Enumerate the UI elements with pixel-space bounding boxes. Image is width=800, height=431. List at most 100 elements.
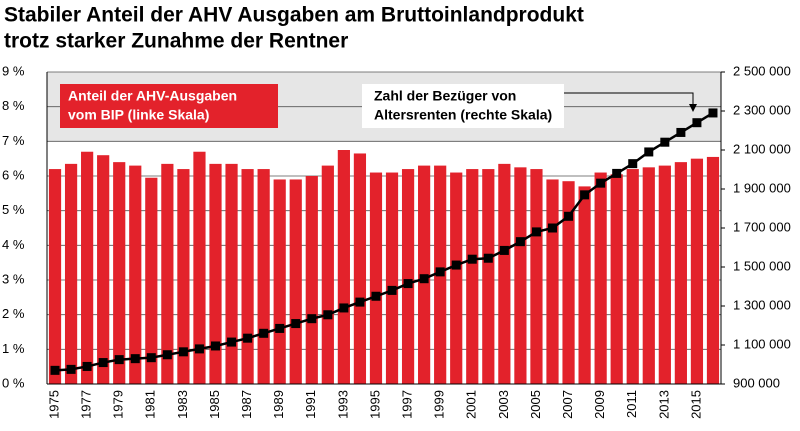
x-tick-label: 1977 (79, 390, 94, 419)
y2-tick-label: 2 300 000 (733, 102, 791, 117)
line-marker (82, 361, 92, 371)
y-tick-label: 6 % (2, 167, 25, 182)
y2-tick-label: 1 900 000 (733, 180, 791, 195)
chart-title: trotz starker Zunahme der Rentner (4, 30, 348, 53)
bar (97, 155, 110, 384)
x-tick-label: 1991 (303, 390, 318, 419)
y-tick-label: 1 % (2, 341, 25, 356)
y2-tick-label: 2 100 000 (733, 141, 791, 156)
bar (48, 169, 62, 384)
bar (305, 176, 318, 384)
line-marker (66, 364, 76, 374)
line-marker (162, 350, 172, 360)
y-tick-label: 3 % (2, 271, 25, 286)
line-marker (355, 297, 365, 307)
bar (385, 172, 399, 384)
line-marker (644, 147, 654, 157)
bar (562, 181, 575, 384)
line-marker (483, 253, 493, 263)
line-marker (515, 237, 525, 247)
y-tick-label: 9 % (2, 63, 25, 78)
bar (161, 163, 174, 384)
y2-tick-label: 1 100 000 (733, 336, 791, 351)
bar (289, 179, 302, 384)
bar (401, 169, 415, 384)
y2-tick-label: 2 500 000 (733, 63, 791, 78)
x-tick-label: 1997 (400, 390, 415, 419)
x-tick-label: 1987 (239, 390, 254, 419)
line-marker (419, 274, 429, 284)
chart-title: Stabiler Anteil der AHV Ausgaben am Brut… (4, 4, 584, 27)
x-tick-label: 2003 (496, 390, 511, 419)
y-tick-label: 4 % (2, 237, 25, 252)
bar (257, 169, 270, 384)
line-marker (580, 190, 590, 200)
bar (337, 150, 350, 384)
line-marker (403, 279, 413, 289)
line-marker (676, 127, 686, 137)
line-marker (548, 223, 557, 233)
annotation-arrowhead (689, 104, 697, 112)
x-tick-label: 1981 (143, 390, 158, 419)
legend-text: Anteil der AHV-Ausgaben (68, 88, 237, 104)
y-tick-label: 5 % (2, 202, 25, 217)
line-marker (371, 291, 381, 301)
line-marker (596, 178, 606, 188)
bar (64, 163, 78, 384)
line-marker (130, 354, 140, 364)
annotation-box (362, 84, 564, 128)
annotation-text: Zahl der Bezüger von (374, 88, 516, 104)
bar (578, 186, 591, 384)
bar (498, 163, 511, 384)
line-marker (243, 333, 253, 343)
y2-tick-label: 900 000 (733, 375, 780, 390)
x-tick-label: 2013 (656, 390, 671, 419)
line-marker (531, 227, 541, 237)
line-marker (146, 353, 156, 363)
line-marker (114, 355, 124, 365)
x-tick-label: 2009 (592, 390, 607, 419)
x-tick-label: 2001 (464, 390, 479, 419)
line-marker (307, 314, 317, 324)
y-tick-label: 0 % (2, 375, 25, 390)
bar (209, 163, 222, 384)
line-marker (660, 137, 670, 147)
line-marker (275, 323, 285, 333)
annotation-arrow (564, 92, 694, 106)
y-tick-label: 7 % (2, 133, 25, 148)
bar (321, 165, 334, 384)
bar (626, 169, 639, 384)
line-marker (451, 260, 461, 270)
y-tick-label: 8 % (2, 98, 25, 113)
line-marker (564, 211, 574, 221)
x-tick-label: 2011 (624, 390, 639, 418)
bar (177, 169, 190, 384)
x-tick-label: 2007 (560, 390, 575, 419)
x-tick-label: 2005 (528, 390, 543, 419)
bar (145, 177, 158, 384)
bar (450, 172, 463, 384)
x-tick-label: 1989 (271, 390, 286, 419)
bar (514, 167, 527, 384)
line-marker (467, 254, 477, 264)
legend-text: vom BIP (linke Skala) (68, 107, 209, 123)
annotation-text: Altersrenten (rechte Skala) (374, 107, 552, 123)
line-marker (259, 328, 269, 338)
x-tick-label: 1993 (335, 390, 350, 419)
line-marker (194, 344, 204, 354)
bar (610, 174, 623, 384)
x-tick-label: 1975 (46, 390, 61, 419)
line-marker (692, 118, 702, 128)
legend-box (60, 84, 278, 128)
bar (193, 151, 206, 384)
y-tick-label: 2 % (2, 306, 25, 321)
line-marker (499, 245, 509, 255)
line-marker (323, 310, 333, 320)
line-marker (291, 319, 301, 329)
line-marker (211, 341, 220, 351)
line-marker (612, 168, 622, 178)
x-tick-label: 2015 (688, 390, 703, 419)
bar (530, 169, 543, 384)
bar (706, 156, 720, 384)
